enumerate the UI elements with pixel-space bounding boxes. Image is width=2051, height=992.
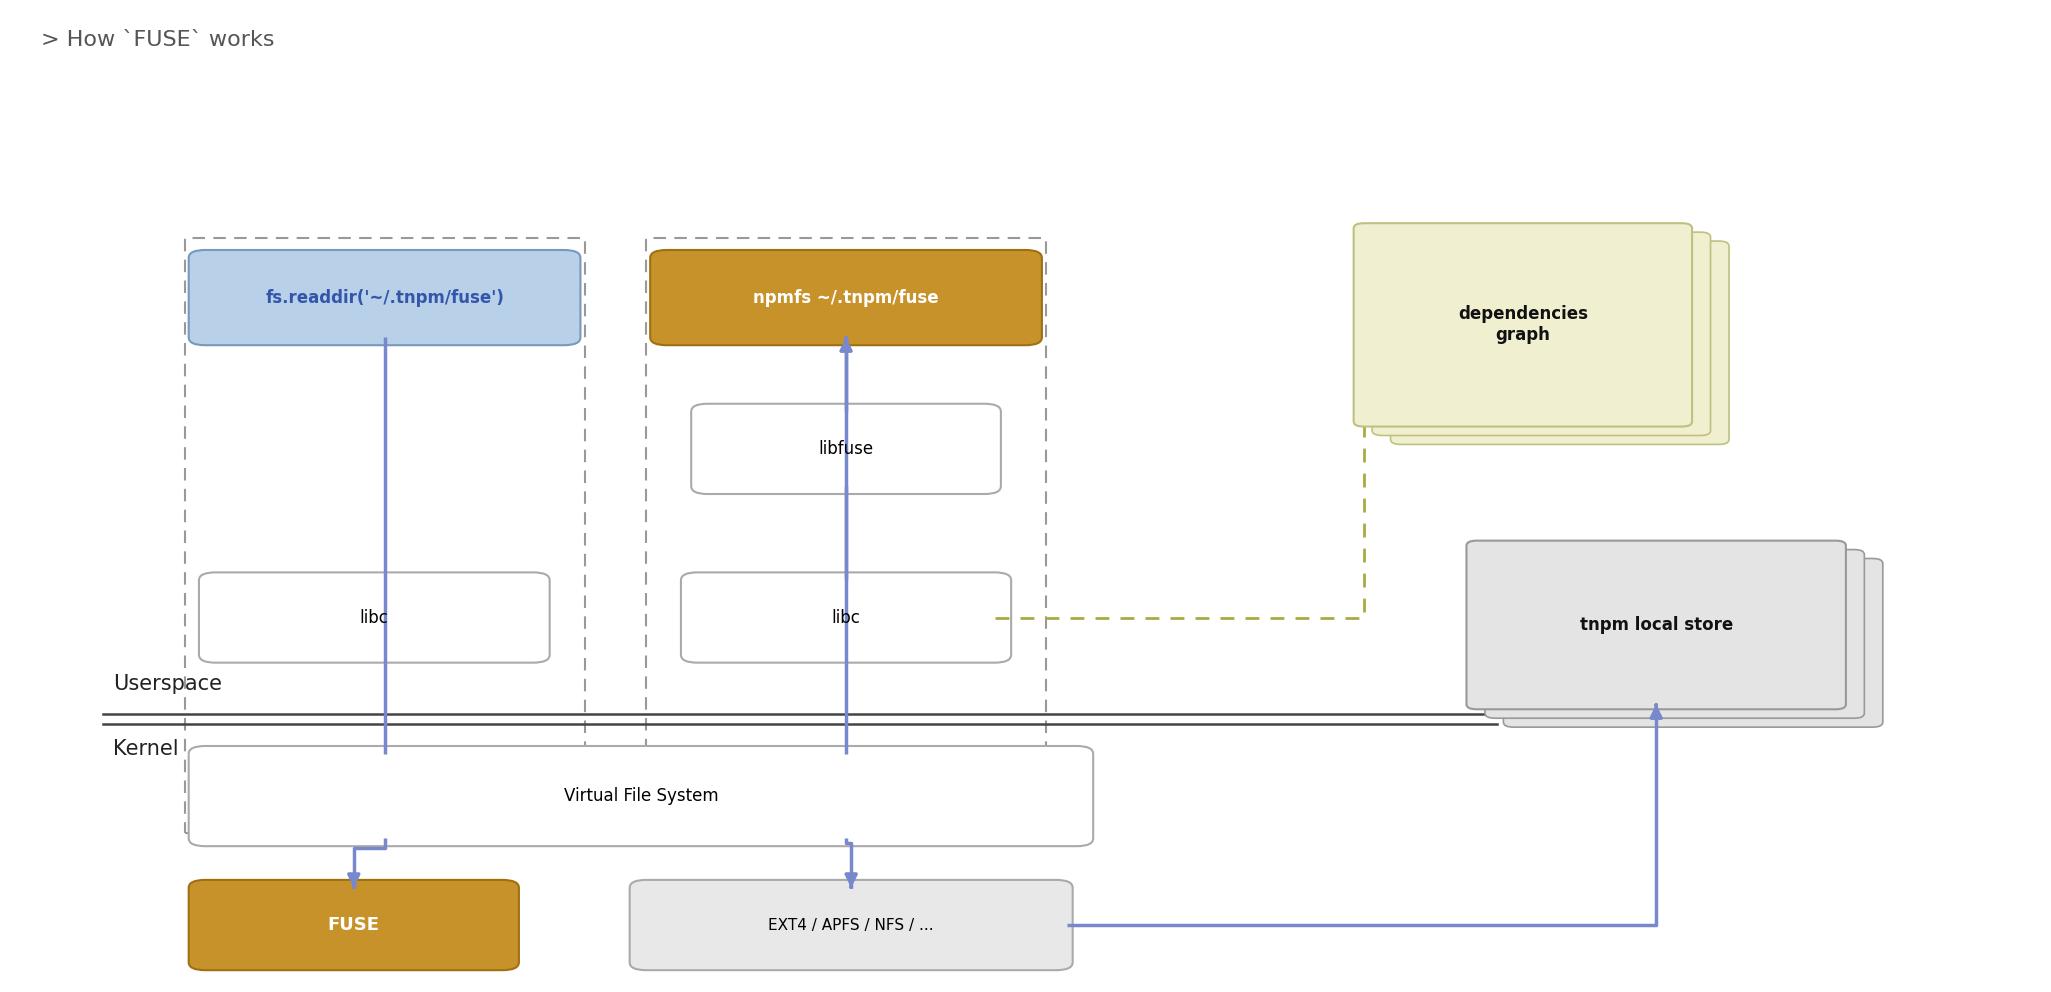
Text: libc: libc [831,608,861,627]
Text: tnpm local store: tnpm local store [1579,616,1733,634]
FancyBboxPatch shape [199,572,550,663]
FancyBboxPatch shape [1466,541,1846,709]
FancyBboxPatch shape [189,880,519,970]
FancyBboxPatch shape [1503,558,1883,727]
Text: EXT4 / APFS / NFS / ...: EXT4 / APFS / NFS / ... [769,918,933,932]
Text: fs.readdir('~/.tnpm/fuse'): fs.readdir('~/.tnpm/fuse') [265,289,505,307]
Text: Kernel: Kernel [113,739,178,759]
Text: FUSE: FUSE [328,916,379,934]
FancyBboxPatch shape [650,250,1042,345]
FancyBboxPatch shape [1485,550,1864,718]
Text: npmfs ~/.tnpm/fuse: npmfs ~/.tnpm/fuse [753,289,939,307]
Text: dependencies
graph: dependencies graph [1458,306,1587,344]
Text: Userspace: Userspace [113,675,222,694]
FancyBboxPatch shape [691,404,1001,494]
FancyBboxPatch shape [1391,241,1729,444]
FancyBboxPatch shape [630,880,1073,970]
Text: Virtual File System: Virtual File System [564,787,718,806]
Bar [646,238,1046,833]
FancyBboxPatch shape [1354,223,1692,427]
Text: > How `FUSE` works: > How `FUSE` works [41,30,275,50]
FancyBboxPatch shape [681,572,1011,663]
FancyBboxPatch shape [189,746,1093,846]
Bar [185,238,585,833]
FancyBboxPatch shape [1372,232,1711,435]
Text: libc: libc [359,608,390,627]
FancyBboxPatch shape [189,250,580,345]
Text: libfuse: libfuse [818,439,874,458]
